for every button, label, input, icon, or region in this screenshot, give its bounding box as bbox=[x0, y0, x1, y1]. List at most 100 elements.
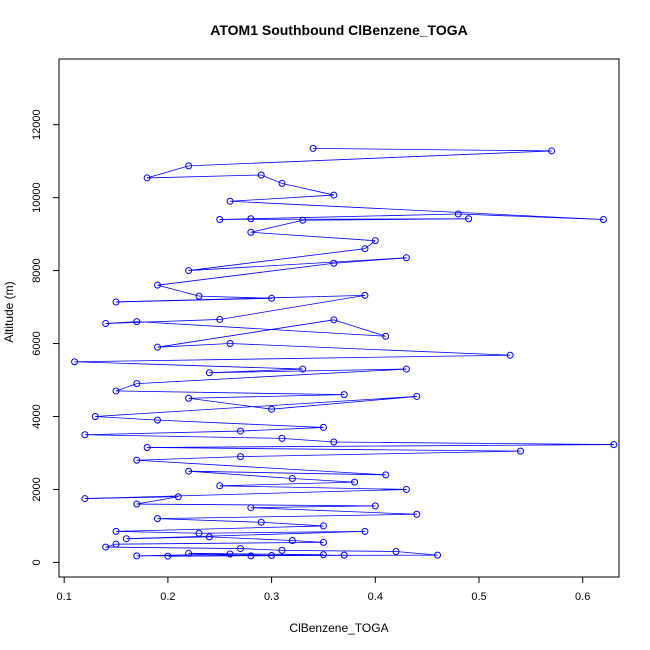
series-segment bbox=[333, 257, 407, 264]
data-point bbox=[174, 493, 182, 501]
data-point bbox=[382, 332, 390, 340]
y-tick-label: 2000 bbox=[31, 477, 43, 501]
data-point bbox=[185, 549, 193, 557]
data-point bbox=[402, 485, 410, 493]
data-point bbox=[205, 369, 213, 377]
data-point bbox=[133, 500, 141, 508]
data-point bbox=[247, 552, 255, 560]
data-point bbox=[216, 216, 224, 224]
series-segment bbox=[281, 437, 334, 443]
data-point bbox=[143, 444, 151, 451]
y-tick-label: 12000 bbox=[31, 109, 43, 140]
series-segment bbox=[333, 441, 614, 445]
data-point bbox=[361, 245, 369, 253]
y-axis: 0 2000 4000 6000 8000 10000 12000 bbox=[31, 109, 59, 565]
series-segment bbox=[188, 552, 251, 557]
series-segment bbox=[147, 447, 521, 452]
series-segment bbox=[105, 319, 220, 324]
data-point bbox=[257, 518, 265, 526]
series-line-group bbox=[74, 147, 614, 557]
data-point bbox=[81, 495, 89, 503]
data-point bbox=[278, 434, 286, 442]
data-point bbox=[319, 538, 327, 546]
series-segment bbox=[250, 507, 417, 515]
series-segment bbox=[250, 219, 303, 233]
data-point bbox=[319, 551, 327, 559]
data-point bbox=[319, 423, 327, 431]
data-point bbox=[610, 441, 618, 449]
data-point bbox=[465, 215, 473, 223]
series-segment bbox=[147, 174, 262, 179]
data-point bbox=[309, 144, 317, 152]
data-point bbox=[195, 529, 203, 537]
x-tick-label: 0.3 bbox=[264, 591, 279, 603]
series-segment bbox=[240, 450, 521, 458]
data-point bbox=[351, 478, 359, 486]
data-point bbox=[413, 392, 421, 400]
data-point bbox=[288, 537, 296, 545]
data-point bbox=[247, 228, 255, 236]
series-segment bbox=[396, 551, 438, 556]
x-tick-label: 0.2 bbox=[160, 591, 175, 603]
data-point bbox=[91, 412, 99, 420]
series-segment bbox=[157, 319, 334, 348]
y-tick-label: 10000 bbox=[31, 182, 43, 213]
series-segment bbox=[84, 430, 241, 436]
data-point bbox=[299, 216, 307, 224]
series-segment bbox=[230, 343, 511, 356]
series-segment bbox=[302, 218, 469, 221]
data-point bbox=[226, 340, 234, 348]
y-tick-label: 6000 bbox=[31, 331, 43, 355]
series-segment bbox=[136, 459, 386, 476]
series-segment bbox=[84, 434, 282, 439]
data-point bbox=[133, 380, 141, 388]
data-point bbox=[133, 456, 141, 464]
series-segment bbox=[105, 546, 241, 549]
x-axis-label: ClBenzene_TOGA bbox=[289, 621, 388, 635]
series-segment bbox=[116, 541, 324, 545]
data-point bbox=[195, 292, 203, 300]
data-point bbox=[402, 254, 410, 262]
data-point bbox=[599, 216, 607, 224]
data-point bbox=[402, 365, 410, 373]
series-segment bbox=[240, 427, 324, 432]
data-point bbox=[236, 545, 244, 553]
data-point bbox=[434, 551, 442, 559]
series-segment bbox=[116, 525, 324, 532]
series-segment bbox=[116, 390, 345, 396]
series-segment bbox=[116, 531, 200, 534]
series-segment bbox=[84, 489, 407, 499]
data-point bbox=[164, 552, 172, 560]
data-point bbox=[216, 482, 224, 490]
series-segment bbox=[188, 552, 324, 556]
series-segment bbox=[115, 383, 137, 392]
data-point bbox=[340, 551, 348, 559]
series-segment bbox=[333, 319, 386, 337]
data-point bbox=[516, 447, 524, 455]
data-point bbox=[392, 547, 400, 555]
data-point bbox=[102, 319, 110, 327]
data-point bbox=[278, 179, 286, 187]
series-segment bbox=[147, 165, 189, 179]
y-tick-label: 0 bbox=[31, 559, 43, 565]
data-point bbox=[112, 387, 120, 395]
data-point bbox=[361, 291, 369, 299]
x-tick-label: 0.6 bbox=[575, 591, 590, 603]
series-segment bbox=[261, 521, 324, 527]
series-segment bbox=[84, 496, 179, 499]
data-point bbox=[216, 315, 224, 323]
y-tick-label: 4000 bbox=[31, 404, 43, 428]
series-segment bbox=[281, 549, 397, 552]
series-segment bbox=[364, 240, 376, 250]
data-point bbox=[81, 431, 89, 439]
data-point bbox=[288, 475, 296, 483]
series-segment bbox=[95, 416, 158, 421]
series-segment bbox=[136, 456, 241, 461]
data-point bbox=[185, 467, 193, 475]
x-tick-label: 0.4 bbox=[368, 591, 383, 603]
data-point bbox=[506, 351, 514, 359]
series-segment bbox=[74, 354, 511, 363]
series-points-group bbox=[71, 144, 618, 560]
series-segment bbox=[209, 368, 407, 374]
data-point bbox=[112, 540, 120, 548]
